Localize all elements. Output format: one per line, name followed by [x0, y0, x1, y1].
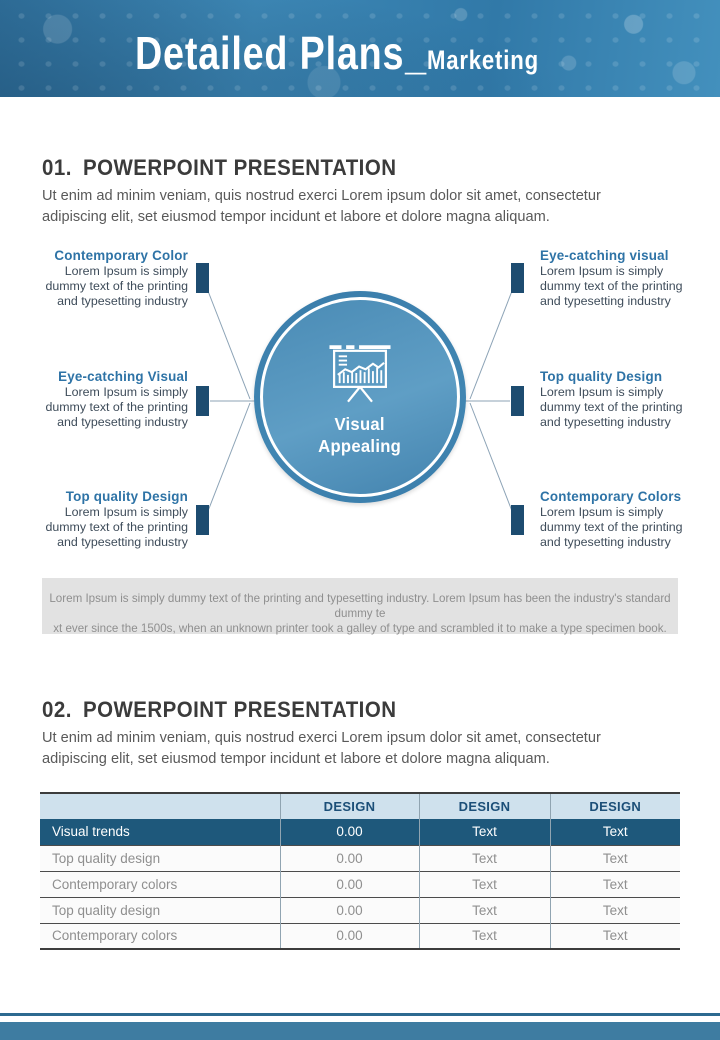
cell: Text — [418, 897, 550, 923]
marker-left-middle — [196, 386, 209, 416]
note-box: Lorem Ipsum is simply dummy text of the … — [42, 578, 678, 635]
title-subtitle: Marketing — [426, 45, 539, 75]
page-title: Detailed Plans _ Marketing — [135, 26, 539, 80]
table-row: Top quality design 0.00 Text Text — [40, 897, 680, 923]
section-title: POWERPOINT PRESENTATION — [83, 155, 397, 180]
cell: 0.00 — [279, 845, 419, 871]
title-separator: _ — [405, 27, 427, 79]
visual-appealing-diagram: Visual Appealing Contemporary Color Lore… — [0, 245, 720, 575]
row-label: Top quality design — [52, 850, 161, 866]
cell: Text — [418, 819, 550, 845]
column-header-design-2: DESIGN — [418, 793, 550, 819]
connector-lines — [207, 290, 513, 512]
header-banner: Detailed Plans _ Marketing — [0, 0, 720, 97]
circle-caption: Visual Appealing — [319, 414, 402, 458]
table-row: Contemporary colors 0.00 Text Text — [40, 923, 680, 949]
item-title: Eye-catching Visual — [58, 369, 189, 384]
note-line-2: xt ever since the 1500s, when an unknown… — [53, 622, 667, 635]
marker-right-top — [511, 263, 524, 293]
cell: Text — [418, 871, 550, 897]
column-header-design-3: DESIGN — [549, 793, 680, 819]
center-circle: Visual Appealing — [254, 291, 466, 503]
section-title: POWERPOINT PRESENTATION — [83, 697, 397, 722]
column-header-empty — [40, 793, 280, 819]
item-body: Lorem Ipsum is simply dummy text of the … — [540, 264, 683, 308]
table-row: Top quality design 0.00 Text Text — [40, 845, 680, 871]
marker-left-top — [196, 263, 209, 293]
item-body: Lorem Ipsum is simply dummy text of the … — [45, 385, 188, 429]
diagram-item-eye-catching-visual-right: Eye-catching visual Lorem Ipsum is simpl… — [540, 248, 692, 309]
diagram-item-top-quality-design-right: Top quality Design Lorem Ipsum is simply… — [540, 369, 692, 430]
row-label: Contemporary colors — [52, 876, 178, 892]
section-number: 01. — [42, 155, 72, 180]
column-header-design-1: DESIGN — [279, 793, 419, 819]
diagram-item-eye-catching-visual-left: Eye-catching Visual Lorem Ipsum is simpl… — [36, 369, 188, 430]
item-title: Top quality Design — [540, 369, 663, 384]
diagram-item-top-quality-design-left: Top quality Design Lorem Ipsum is simply… — [36, 489, 188, 550]
item-title: Top quality Design — [65, 489, 188, 504]
cell: 0.00 — [279, 871, 419, 897]
section-02-heading: 02. POWERPOINT PRESENTATION — [42, 697, 396, 723]
item-body: Lorem Ipsum is simply dummy text of the … — [45, 264, 188, 308]
section-01-heading: 01. POWERPOINT PRESENTATION — [42, 155, 396, 181]
table-row: Visual trends 0.00 Text Text — [40, 819, 680, 845]
note-line-1: Lorem Ipsum is simply dummy text of the … — [49, 592, 671, 620]
footer-divider — [0, 1013, 720, 1016]
cell: 0.00 — [279, 819, 419, 845]
diagram-item-contemporary-color: Contemporary Color Lorem Ipsum is simply… — [36, 248, 188, 309]
item-body: Lorem Ipsum is simply dummy text of the … — [45, 505, 188, 549]
cell: Text — [549, 819, 680, 845]
diagram-item-contemporary-colors: Contemporary Colors Lorem Ipsum is simpl… — [540, 489, 692, 550]
cell: 0.00 — [279, 897, 419, 923]
row-label: Visual trends — [52, 824, 130, 840]
row-label: Contemporary colors — [52, 928, 178, 944]
cell: Text — [418, 845, 550, 871]
marker-right-bottom — [511, 505, 524, 535]
cell: Text — [549, 871, 680, 897]
item-body: Lorem Ipsum is simply dummy text of the … — [540, 385, 683, 429]
cell: Text — [418, 923, 550, 949]
cell: Text — [549, 923, 680, 949]
section-number: 02. — [42, 697, 72, 722]
item-title: Eye-catching visual — [540, 248, 669, 263]
design-data-table: DESIGN DESIGN DESIGN Visual trends 0.00 … — [40, 792, 680, 950]
table-row: Contemporary colors 0.00 Text Text — [40, 871, 680, 897]
title-main: Detailed Plans — [135, 27, 405, 79]
table-header-row: DESIGN DESIGN DESIGN — [40, 793, 680, 819]
item-body: Lorem Ipsum is simply dummy text of the … — [540, 505, 683, 549]
section-01-body: Ut enim ad minim veniam, quis nostrud ex… — [42, 188, 601, 226]
item-title: Contemporary Color — [54, 248, 188, 263]
marker-right-middle — [511, 386, 524, 416]
marker-left-bottom — [196, 505, 209, 535]
section-02-body: Ut enim ad minim veniam, quis nostrud ex… — [42, 730, 601, 768]
item-title: Contemporary Colors — [540, 489, 682, 504]
circle-caption-line2: Appealing — [318, 436, 402, 456]
presentation-chart-icon — [329, 345, 391, 403]
cell: 0.00 — [279, 923, 419, 949]
cell: Text — [549, 897, 680, 923]
cell: Text — [549, 845, 680, 871]
row-label: Top quality design — [52, 902, 161, 918]
footer-bar — [0, 1022, 720, 1040]
center-circle-inner: Visual Appealing — [260, 297, 460, 497]
circle-caption-line1: Visual — [334, 414, 386, 435]
